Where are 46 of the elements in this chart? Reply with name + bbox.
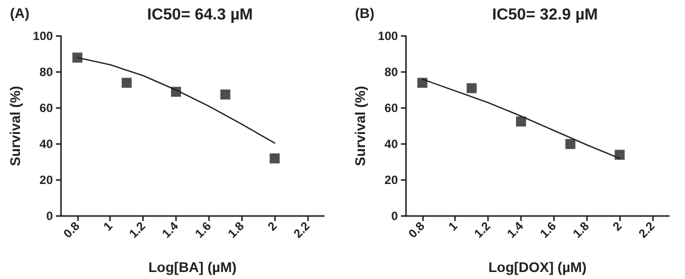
y-tick-label: 100 xyxy=(378,29,398,43)
x-tick-label: 2 xyxy=(265,218,280,234)
y-tick-label: 20 xyxy=(384,173,398,187)
x-tick-label: 1.2 xyxy=(126,218,148,241)
x-tick-label: 2 xyxy=(610,218,625,234)
x-tick-label: 1.6 xyxy=(537,218,560,241)
chart-title: IC50= 64.3 µM xyxy=(147,6,253,24)
point xyxy=(72,52,82,63)
point xyxy=(122,78,132,88)
text: (A) xyxy=(10,5,30,21)
point xyxy=(270,153,280,164)
x-tick-label: 0.8 xyxy=(406,218,428,241)
x-tick-label: 1.4 xyxy=(159,218,182,241)
x-tick-label: 1.8 xyxy=(570,218,592,241)
y-axis-title: Survival (%) xyxy=(352,86,368,166)
x-tick-label: 1 xyxy=(100,218,116,234)
point xyxy=(516,116,526,126)
x-tick-label: 1.2 xyxy=(471,218,494,241)
y-tick-label: 100 xyxy=(32,29,54,43)
point xyxy=(171,86,182,97)
x-tick-label: 2.2 xyxy=(636,218,658,241)
point xyxy=(417,78,428,88)
y-tick-label: 40 xyxy=(40,137,54,151)
y-tick-label: 40 xyxy=(384,137,398,151)
point xyxy=(565,139,576,149)
x-tick-label: 1.6 xyxy=(192,218,214,241)
y-tick-label: 60 xyxy=(40,101,54,115)
y-tick-label: 80 xyxy=(384,65,398,79)
y-tick-label: 0 xyxy=(391,209,398,223)
point xyxy=(220,90,230,100)
point xyxy=(466,83,477,94)
y-tick-label: 80 xyxy=(40,65,54,79)
x-tick-label: 1.8 xyxy=(225,218,247,241)
y-tick-label: 60 xyxy=(384,101,398,115)
x-tick-label: 1.4 xyxy=(504,218,526,241)
x-tick-label: 2.2 xyxy=(290,218,313,241)
point xyxy=(614,150,625,160)
y-axis-title: Survival (%) xyxy=(7,86,23,166)
x-tick-label: 1 xyxy=(446,218,460,234)
y-tick-label: 0 xyxy=(46,209,54,223)
chart-title: IC50= 32.9 µM xyxy=(492,6,598,24)
x-axis-title: Log[BA] (µM) xyxy=(148,259,237,275)
y-tick-label: 20 xyxy=(40,173,54,187)
x-tick-label: 0.8 xyxy=(60,218,83,241)
x-axis-title: Log[DOX] (µM) xyxy=(488,259,587,275)
text: (B) xyxy=(355,5,374,21)
